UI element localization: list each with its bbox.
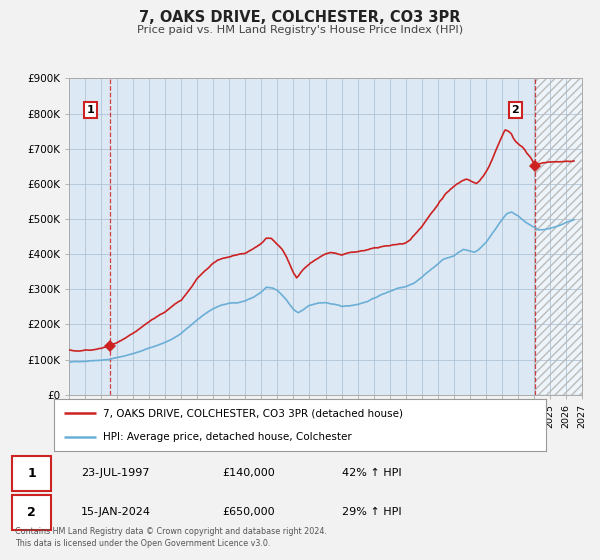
Text: HPI: Average price, detached house, Colchester: HPI: Average price, detached house, Colc…: [103, 432, 352, 442]
Text: 2: 2: [27, 506, 36, 519]
Text: 2: 2: [511, 105, 519, 115]
Text: 23-JUL-1997: 23-JUL-1997: [81, 468, 149, 478]
Text: 42% ↑ HPI: 42% ↑ HPI: [342, 468, 401, 478]
Text: Contains HM Land Registry data © Crown copyright and database right 2024.
This d: Contains HM Land Registry data © Crown c…: [15, 527, 327, 548]
Text: 7, OAKS DRIVE, COLCHESTER, CO3 3PR (detached house): 7, OAKS DRIVE, COLCHESTER, CO3 3PR (deta…: [103, 408, 403, 418]
Text: 7, OAKS DRIVE, COLCHESTER, CO3 3PR: 7, OAKS DRIVE, COLCHESTER, CO3 3PR: [139, 10, 461, 25]
Text: £140,000: £140,000: [222, 468, 275, 478]
Text: £650,000: £650,000: [222, 507, 275, 517]
Text: 29% ↑ HPI: 29% ↑ HPI: [342, 507, 401, 517]
Text: 15-JAN-2024: 15-JAN-2024: [81, 507, 151, 517]
Text: Price paid vs. HM Land Registry's House Price Index (HPI): Price paid vs. HM Land Registry's House …: [137, 25, 463, 35]
Text: 1: 1: [87, 105, 95, 115]
Text: 1: 1: [27, 466, 36, 480]
